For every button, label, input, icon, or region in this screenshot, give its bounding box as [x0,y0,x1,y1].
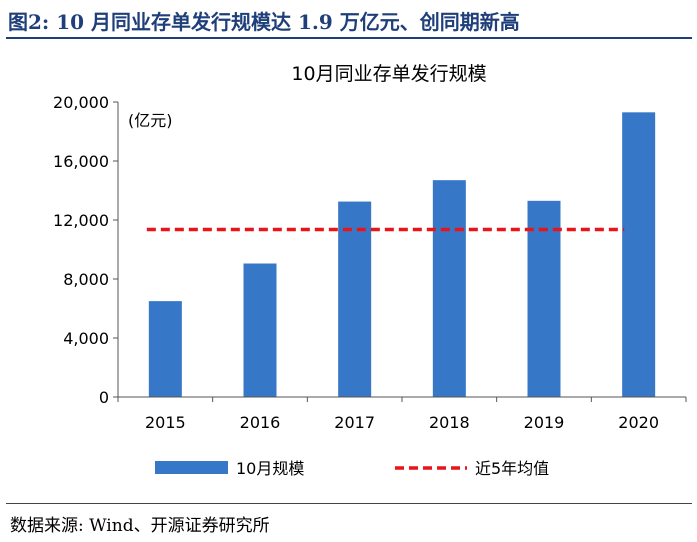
bar-chart: 10月同业存单发行规模 (亿元) 0 4,000 8,000 12,000 16,000… [53,63,687,478]
x-axis: 2015 2016 2017 2018 2019 2020 [117,396,687,432]
y-tick-label: 16,000 [53,152,109,171]
legend-swatch-bar [155,461,228,474]
figure-title: 图2: 10 月同业存单发行规模达 1.9 万亿元、创同期新高 [8,10,520,34]
y-tick-label: 20,000 [53,93,109,112]
legend: 10月规模 近5年均值 [155,459,549,478]
bar [338,201,372,397]
bar [432,180,466,397]
x-tick-label: 2015 [145,413,186,432]
x-tick-label: 2019 [524,413,565,432]
y-tick-label: 12,000 [53,211,109,230]
y-axis: 0 4,000 8,000 12,000 16,000 20,000 [53,93,119,407]
chart-title: 10月同业存单发行规模 [291,63,486,85]
title-rule [6,37,692,39]
x-tick-label: 2016 [240,413,281,432]
y-tick-label: 8,000 [63,270,109,289]
bars [148,112,656,397]
x-tick-label: 2020 [618,413,659,432]
source-rule [6,503,692,504]
x-tick-label: 2017 [334,413,375,432]
bar [622,112,656,397]
bar [243,263,277,397]
legend-label-bar: 10月规模 [236,459,304,478]
unit-label: (亿元) [128,111,173,130]
x-tick-label: 2018 [429,413,470,432]
bar [148,301,182,397]
y-tick-label: 0 [99,388,109,407]
bar [527,200,561,397]
legend-label-average: 近5年均值 [475,459,549,478]
source-note: 数据来源: Wind、开源证券研究所 [10,516,270,536]
y-tick-label: 4,000 [63,329,109,348]
